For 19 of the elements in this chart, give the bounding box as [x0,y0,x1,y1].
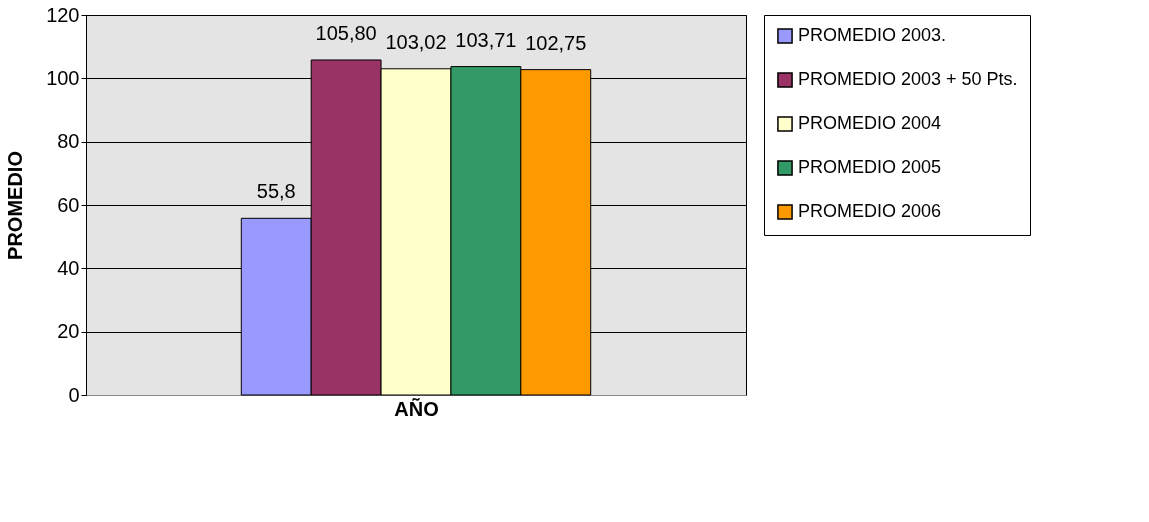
legend-label: PROMEDIO 2006 [798,201,942,221]
data-label: 55,8 [256,180,296,203]
y-tick-label: 120 [46,3,80,26]
y-tick-label: 40 [57,256,80,279]
data-label: 103,02 [385,30,447,53]
y-tick-label: 60 [57,193,80,216]
legend-label: PROMEDIO 2003. [798,25,947,45]
data-label: 105,80 [315,21,377,44]
x-axis-title: AÑO [394,397,439,420]
data-label: 102,75 [525,31,587,54]
data-label: 103,71 [455,28,517,51]
legend-label: PROMEDIO 2004 [798,113,942,133]
y-axis-title: PROMEDIO [4,151,27,260]
y-tick-label: 80 [57,130,80,153]
y-tick-label: 100 [46,66,80,89]
legend-label: PROMEDIO 2003 + 50 Pts. [798,69,1018,89]
y-tick-label: 20 [57,320,80,343]
legend-label: PROMEDIO 2005 [798,157,942,177]
y-tick-label: 0 [68,383,80,406]
